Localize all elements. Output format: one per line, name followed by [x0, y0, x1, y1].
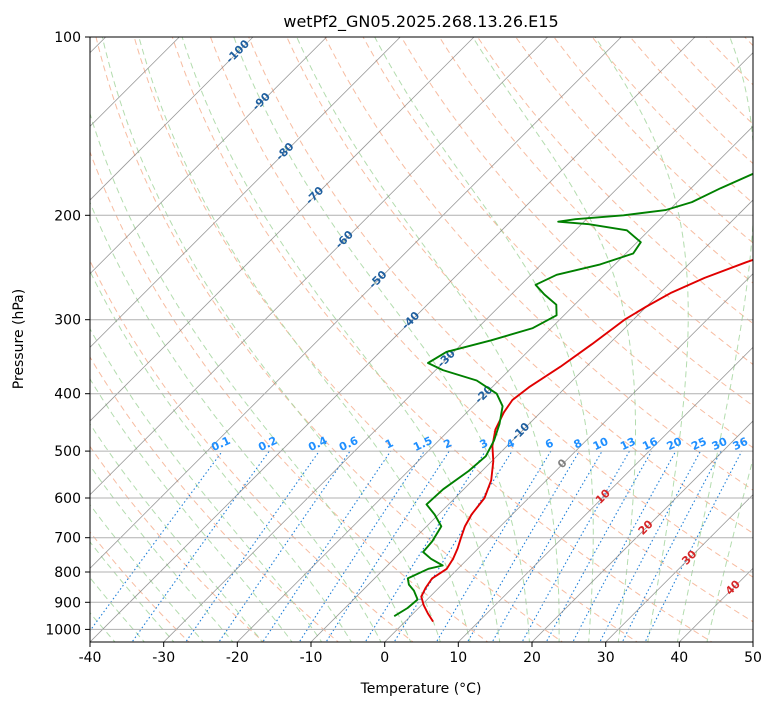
y-tick-label: 500 [54, 444, 81, 460]
mixing-ratio-line [298, 450, 425, 642]
mixing-ratio-line [435, 450, 552, 642]
mixing-ratio-label: 20 [665, 435, 685, 453]
dry-adiabat-line [286, 37, 753, 534]
isotherm-line [90, 37, 254, 201]
y-tick-label: 700 [54, 531, 81, 547]
plot-area: -100-90-80-70-60-50-40-30-20-10010203040… [90, 37, 753, 642]
dry-adiabats [90, 37, 753, 642]
dry-adiabat-line [477, 37, 753, 325]
mixing-ratio-line [644, 450, 743, 642]
mixing-ratio-line [599, 450, 701, 642]
isotherm-line [90, 37, 401, 348]
isotherm-line [90, 37, 622, 569]
y-axis-ticks: 100 200 300 400 500 600 700 800 900 1000 [45, 30, 90, 638]
isotherm-line [605, 494, 753, 642]
moist-adiabat-line [90, 378, 293, 642]
x-axis-title: Temperature (°C) [360, 681, 482, 697]
dry-adiabat-line [248, 37, 753, 578]
mixing-ratio-line [621, 450, 722, 642]
y-tick-label: 1000 [45, 622, 81, 638]
dry-adiabat-line [591, 37, 753, 204]
moist-adiabat-line [90, 423, 264, 642]
moist-adiabat-line [90, 201, 382, 642]
y-tick-label: 600 [54, 491, 81, 507]
isotherm-line [163, 52, 753, 642]
y-tick-label: 100 [54, 30, 81, 46]
dry-adiabat-line [210, 37, 753, 623]
dry-adiabat-line [400, 37, 753, 407]
isotherm-line [90, 37, 327, 275]
moist-adiabat-line [90, 270, 352, 642]
dry-adiabat-line [438, 37, 753, 366]
mixing-ratio-line [218, 450, 351, 642]
mixing-ratio-label: 16 [640, 435, 660, 453]
isotherm-line [310, 199, 753, 642]
mixing-ratio-line [393, 450, 513, 642]
mixing-ratio-line [572, 450, 677, 642]
x-axis-ticks: -40 -30 -20 -10 0 10 20 30 40 50 [79, 642, 762, 666]
moist-adiabat-line [90, 503, 205, 642]
dry-adiabat-line [553, 37, 753, 244]
moist-adiabat-line [90, 464, 234, 642]
x-tick-label: -20 [226, 650, 249, 666]
y-tick-label: 400 [54, 387, 81, 403]
chart-title: wetPf2_GN05.2025.268.13.26.E15 [283, 12, 558, 32]
isotherm-line [90, 37, 475, 422]
x-tick-label: 10 [449, 650, 467, 666]
moist-adiabat-line [90, 112, 412, 642]
dry-adiabat-line [362, 37, 753, 449]
y-tick-label: 800 [54, 565, 81, 581]
mixing-ratio-label: 30 [710, 435, 730, 453]
mixing-ratio-line [466, 450, 580, 642]
mixing-ratio-line [491, 450, 603, 642]
isotherm-line [531, 420, 753, 642]
isotherm-line [237, 125, 753, 642]
x-tick-label: 40 [670, 650, 688, 666]
plot-frame [89, 36, 754, 643]
dewpoint-trace [393, 172, 753, 618]
pressure-gridlines [90, 37, 753, 630]
x-tick-label: 20 [523, 650, 541, 666]
dry-adiabat-line [171, 37, 713, 642]
profile-traces [393, 172, 753, 623]
x-tick-label: 50 [744, 650, 762, 666]
temperature-trace [420, 258, 753, 623]
isotherm-line [90, 37, 696, 642]
y-tick-label: 900 [54, 595, 81, 611]
dry-adiabat-line [90, 259, 414, 642]
isotherms [90, 37, 753, 642]
mixing-ratio-label: 25 [689, 435, 708, 453]
dry-adiabat-line [90, 445, 265, 642]
mixing-ratio-line [185, 450, 320, 642]
x-tick-label: -10 [300, 650, 323, 666]
mixing-ratio-label: 36 [731, 435, 751, 453]
x-tick-label: 0 [380, 650, 389, 666]
mixing-ratio-line [521, 450, 630, 642]
isotherm-line [458, 346, 753, 642]
mixing-ratio-label: 13 [618, 435, 637, 453]
dry-adiabat-line [90, 150, 489, 642]
y-tick-label: 300 [54, 313, 81, 329]
mixing-ratio-label: 10 [591, 435, 611, 453]
isotherm-line [90, 37, 548, 496]
x-tick-label: -40 [79, 650, 102, 666]
x-tick-label: -30 [152, 650, 175, 666]
y-axis-title: Pressure (hPa) [11, 289, 27, 389]
x-tick-label: 30 [597, 650, 615, 666]
y-tick-label: 200 [54, 208, 81, 224]
isotherm-line [384, 273, 753, 642]
